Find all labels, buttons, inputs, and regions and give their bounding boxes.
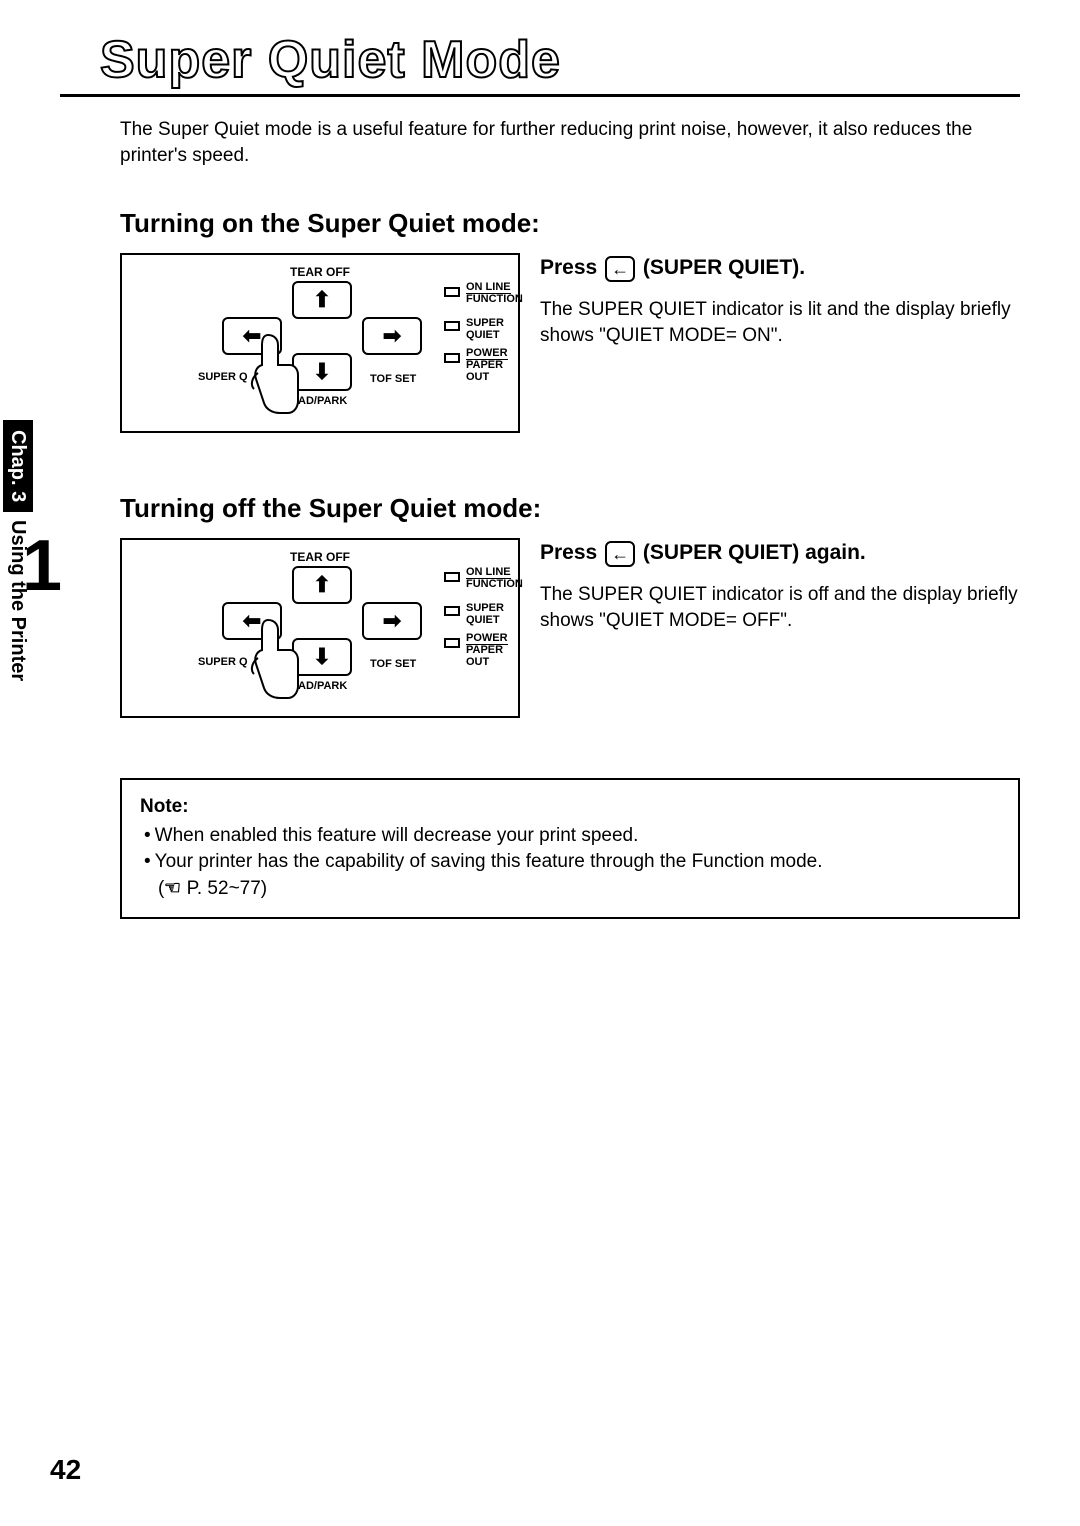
indicator-power: [444, 353, 460, 363]
label-function: FUNCTION: [466, 293, 523, 305]
page-title: Super Quiet Mode: [100, 30, 1020, 90]
button-right: ➡: [362, 317, 422, 355]
note-reference: (☞ P. 52~77): [140, 876, 1000, 903]
side-chapter-tab: Chap. 3Using the Printer: [6, 420, 29, 681]
section-turn-on: TEAR OFF ⬆ ⬅ ➡ ⬇ SUPER Q TOF SET AD/PARK…: [120, 253, 1020, 433]
pointing-hand-icon: ☞: [164, 876, 181, 903]
label-paperout: PAPER OUT: [466, 644, 518, 668]
finger-press-icon: [248, 331, 304, 417]
side-tab-section: Using the Printer: [3, 512, 33, 681]
label-superq-btn: SUPER Q: [198, 371, 248, 383]
indicator-online: [444, 287, 460, 297]
press-line-off: Press ← (SUPER QUIET) again.: [540, 538, 1020, 567]
press-label: (SUPER QUIET) again.: [637, 541, 866, 564]
title-rule: [60, 94, 1020, 97]
label-paperout: PAPER OUT: [466, 359, 518, 383]
side-tab-chapter: Chap. 3: [3, 420, 33, 512]
indicator-power: [444, 638, 460, 648]
heading-turn-off: Turning off the Super Quiet mode:: [120, 493, 1020, 524]
arrow-right-icon: ➡: [383, 323, 401, 349]
label-adpark: AD/PARK: [298, 680, 347, 692]
page-number: 42: [50, 1454, 81, 1486]
instructions-off: Press ← (SUPER QUIET) again. The SUPER Q…: [540, 538, 1020, 635]
note-title: Note:: [140, 794, 1000, 821]
indicator-superquiet: [444, 321, 460, 331]
finger-press-icon: [248, 616, 304, 702]
body-on: The SUPER QUIET indicator is lit and the…: [540, 297, 1020, 350]
arrow-right-icon: ➡: [383, 608, 401, 634]
note-item: When enabled this feature will decrease …: [144, 823, 1000, 850]
label-superquiet: SUPER QUIET: [466, 317, 518, 341]
arrow-down-icon: ⬇: [313, 359, 331, 385]
note-box: Note: When enabled this feature will dec…: [120, 778, 1020, 918]
control-panel-diagram-off: TEAR OFF ⬆ ⬅ ➡ ⬇ SUPER Q TOF SET AD/PARK…: [120, 538, 520, 718]
label-tofset: TOF SET: [370, 373, 416, 385]
body-off: The SUPER QUIET indicator is off and the…: [540, 582, 1020, 635]
section-turn-off: TEAR OFF ⬆ ⬅ ➡ ⬇ SUPER Q TOF SET AD/PARK…: [120, 538, 1020, 718]
label-tofset: TOF SET: [370, 658, 416, 670]
press-prefix: Press: [540, 256, 603, 279]
indicator-superquiet: [444, 606, 460, 616]
keycap-left-arrow: ←: [605, 256, 635, 282]
press-label: (SUPER QUIET).: [637, 256, 805, 279]
label-superq-btn: SUPER Q: [198, 656, 248, 668]
label-superquiet: SUPER QUIET: [466, 602, 518, 626]
arrow-up-icon: ⬆: [313, 572, 331, 598]
instructions-on: Press ← (SUPER QUIET). The SUPER QUIET i…: [540, 253, 1020, 350]
page: Super Quiet Mode The Super Quiet mode is…: [0, 0, 1080, 1526]
note-list: When enabled this feature will decrease …: [140, 823, 1000, 876]
label-tearoff: TEAR OFF: [290, 550, 350, 564]
control-panel-diagram-on: TEAR OFF ⬆ ⬅ ➡ ⬇ SUPER Q TOF SET AD/PARK…: [120, 253, 520, 433]
label-tearoff: TEAR OFF: [290, 265, 350, 279]
press-prefix: Press: [540, 541, 603, 564]
heading-turn-on: Turning on the Super Quiet mode:: [120, 208, 1020, 239]
intro-paragraph: The Super Quiet mode is a useful feature…: [120, 117, 1020, 168]
arrow-down-icon: ⬇: [313, 644, 331, 670]
label-function: FUNCTION: [466, 578, 523, 590]
button-right: ➡: [362, 602, 422, 640]
label-adpark: AD/PARK: [298, 395, 347, 407]
button-up: ⬆: [292, 566, 352, 604]
indicator-online: [444, 572, 460, 582]
note-item: Your printer has the capability of savin…: [144, 849, 1000, 876]
press-line-on: Press ← (SUPER QUIET).: [540, 253, 1020, 282]
button-up: ⬆: [292, 281, 352, 319]
keycap-left-arrow: ←: [605, 541, 635, 567]
arrow-up-icon: ⬆: [313, 287, 331, 313]
